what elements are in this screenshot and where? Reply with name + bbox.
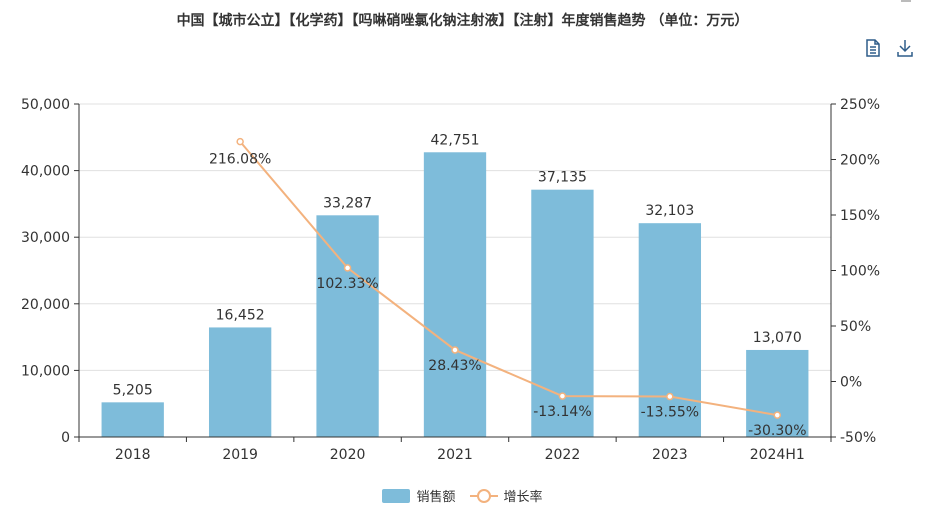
bar-value-label: 5,205 bbox=[113, 382, 153, 398]
line-point[interactable] bbox=[558, 392, 567, 400]
legend-line-swatch bbox=[469, 488, 498, 503]
bar-value-label: 42,751 bbox=[431, 132, 480, 148]
line-value-label: 28.43% bbox=[428, 358, 481, 374]
x-tick-label: 2023 bbox=[652, 447, 688, 463]
y-right-tick-label: -50% bbox=[840, 430, 876, 446]
y-right-tick-label: 200% bbox=[840, 153, 880, 169]
bar-value-label: 37,135 bbox=[538, 170, 587, 186]
chart-canvas: 0 10,000 20,000 30,000 40,000 50,000 -50% 0% 50%… bbox=[21, 97, 880, 463]
bar[interactable] bbox=[746, 349, 809, 437]
bar-value-label: 33,287 bbox=[323, 195, 372, 211]
line-point[interactable] bbox=[666, 392, 674, 401]
x-tick-label: 2019 bbox=[222, 447, 258, 463]
line-point[interactable] bbox=[773, 411, 782, 419]
bar[interactable] bbox=[208, 327, 272, 437]
bar-value-label: 13,070 bbox=[753, 330, 802, 346]
document-icon[interactable] bbox=[863, 38, 883, 58]
y-right-tick-label: 50% bbox=[840, 319, 871, 335]
download-icon[interactable] bbox=[895, 38, 915, 58]
legend-label-growth: 增长率 bbox=[503, 490, 543, 505]
data-labels: 5,205 16,452 33,287 42,751 37,135 32,103 13,07… bbox=[113, 132, 807, 439]
y-right-tick-label: 0% bbox=[840, 375, 862, 391]
bar[interactable] bbox=[638, 223, 702, 437]
y-left-tick-label: 20,000 bbox=[21, 297, 70, 313]
bar-value-label: 32,103 bbox=[645, 203, 694, 219]
x-tick-label: 2021 bbox=[437, 447, 473, 463]
x-tick-label: 2020 bbox=[330, 447, 366, 463]
bar[interactable] bbox=[531, 189, 594, 437]
x-tick-label: 2018 bbox=[115, 447, 151, 463]
line-value-label: -13.14% bbox=[533, 404, 591, 420]
line-point[interactable] bbox=[451, 346, 459, 354]
line-series bbox=[236, 137, 782, 419]
legend-label-sales: 销售额 bbox=[416, 490, 456, 505]
chart-toolbar bbox=[863, 38, 915, 58]
chart-title: 中国【城市公立】【化学药】【吗啉硝唑氯化钠注射液】【注射】年度销售趋势 （单位：… bbox=[176, 13, 749, 29]
y-left-tick-label: 40,000 bbox=[21, 164, 70, 180]
legend-item-sales[interactable]: 销售额 bbox=[382, 486, 456, 505]
axes: 0 10,000 20,000 30,000 40,000 50,000 -50% 0% 50%… bbox=[21, 97, 880, 463]
y-left-tick-label: 30,000 bbox=[21, 230, 70, 246]
y-right-tick-label: 250% bbox=[840, 97, 880, 113]
y-left-tick-label: 10,000 bbox=[21, 363, 70, 379]
x-tick-label: 2024H1 bbox=[750, 447, 805, 463]
line-point[interactable] bbox=[343, 264, 352, 272]
line-value-label: -30.30% bbox=[748, 423, 806, 439]
bar[interactable] bbox=[101, 402, 164, 437]
bar-value-label: 16,452 bbox=[216, 307, 265, 323]
bar-series bbox=[101, 152, 809, 438]
line-value-label: -13.55% bbox=[641, 405, 699, 421]
window-corner-mark bbox=[901, 0, 911, 2]
y-left-tick-label: 0 bbox=[61, 430, 70, 446]
growth-line bbox=[239, 141, 778, 417]
line-point[interactable] bbox=[236, 137, 244, 146]
bar[interactable] bbox=[316, 215, 379, 437]
y-right-tick-label: 100% bbox=[840, 264, 880, 280]
bar[interactable] bbox=[423, 152, 487, 438]
x-tick-label: 2022 bbox=[545, 447, 581, 463]
line-value-label: 102.33% bbox=[316, 276, 378, 292]
y-left-tick-label: 50,000 bbox=[21, 97, 70, 113]
legend-item-growth[interactable]: 增长率 bbox=[469, 486, 543, 505]
y-right-tick-label: 150% bbox=[840, 208, 880, 224]
line-value-label: 216.08% bbox=[209, 152, 271, 168]
legend-bar-swatch bbox=[382, 488, 411, 503]
legend: 销售额 增长率 bbox=[0, 486, 925, 505]
